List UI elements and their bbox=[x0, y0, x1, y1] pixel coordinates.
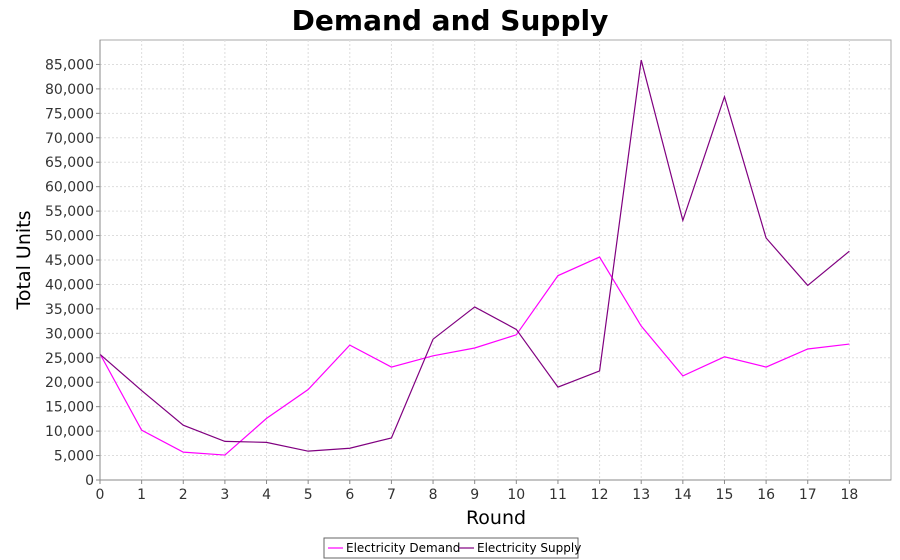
x-tick-label: 0 bbox=[96, 487, 105, 503]
x-tick-label: 4 bbox=[262, 487, 271, 503]
y-tick-label: 30,000 bbox=[45, 326, 94, 342]
series-line-electricity-demand bbox=[99, 256, 850, 456]
legend-box bbox=[323, 537, 579, 559]
y-tick-label: 0 bbox=[85, 473, 94, 489]
grid bbox=[99, 40, 891, 481]
y-tick-label: 5,000 bbox=[54, 449, 94, 465]
y-tick-label: 65,000 bbox=[45, 155, 94, 171]
y-tick-label: 60,000 bbox=[45, 180, 94, 196]
y-axis-ticks: 0 5,000 10,000 15,000 20,000 25,000 30,000 35,0… bbox=[45, 57, 100, 489]
legend: Electricity Demand Electricity Supply bbox=[323, 537, 581, 559]
x-tick-label: 7 bbox=[387, 487, 396, 503]
x-tick-label: 5 bbox=[304, 487, 313, 503]
x-axis-ticks: 0 1 2 3 4 5 6 7 8 9 10 11 12 13 14 15 16 17 18 bbox=[96, 480, 858, 503]
x-tick-label: 10 bbox=[507, 487, 525, 503]
x-tick-label: 13 bbox=[632, 487, 650, 503]
y-tick-label: 15,000 bbox=[45, 400, 94, 416]
y-tick-label: 35,000 bbox=[45, 302, 94, 318]
x-tick-label: 15 bbox=[716, 487, 734, 503]
y-tick-label: 20,000 bbox=[45, 375, 94, 391]
series-lines bbox=[99, 59, 850, 456]
y-tick-label: 80,000 bbox=[45, 82, 94, 98]
x-axis-label: Round bbox=[466, 507, 526, 529]
series-line-electricity-supply bbox=[99, 59, 850, 452]
y-tick-label: 25,000 bbox=[45, 351, 94, 367]
plot-area bbox=[99, 39, 892, 481]
y-tick-label: 40,000 bbox=[45, 277, 94, 293]
y-tick-label: 70,000 bbox=[45, 131, 94, 147]
x-tick-label: 3 bbox=[220, 487, 229, 503]
y-tick-label: 45,000 bbox=[45, 253, 94, 269]
x-tick-label: 2 bbox=[179, 487, 188, 503]
x-tick-label: 17 bbox=[799, 487, 817, 503]
x-tick-label: 16 bbox=[757, 487, 775, 503]
x-tick-label: 6 bbox=[345, 487, 354, 503]
y-tick-label: 10,000 bbox=[45, 424, 94, 440]
x-tick-label: 14 bbox=[674, 487, 692, 503]
y-axis-label: Total Units bbox=[13, 211, 35, 311]
legend-label-supply: Electricity Supply bbox=[477, 541, 581, 555]
x-tick-label: 8 bbox=[429, 487, 438, 503]
legend-label-demand: Electricity Demand bbox=[346, 541, 460, 555]
y-tick-label: 50,000 bbox=[45, 229, 94, 245]
y-tick-label: 75,000 bbox=[45, 106, 94, 122]
y-tick-label: 85,000 bbox=[45, 57, 94, 73]
chart-title: Demand and Supply bbox=[292, 4, 609, 37]
x-tick-label: 9 bbox=[470, 487, 479, 503]
x-tick-label: 1 bbox=[137, 487, 146, 503]
x-tick-label: 12 bbox=[591, 487, 609, 503]
y-tick-label: 55,000 bbox=[45, 204, 94, 220]
x-tick-label: 11 bbox=[549, 487, 567, 503]
x-tick-label: 18 bbox=[840, 487, 858, 503]
